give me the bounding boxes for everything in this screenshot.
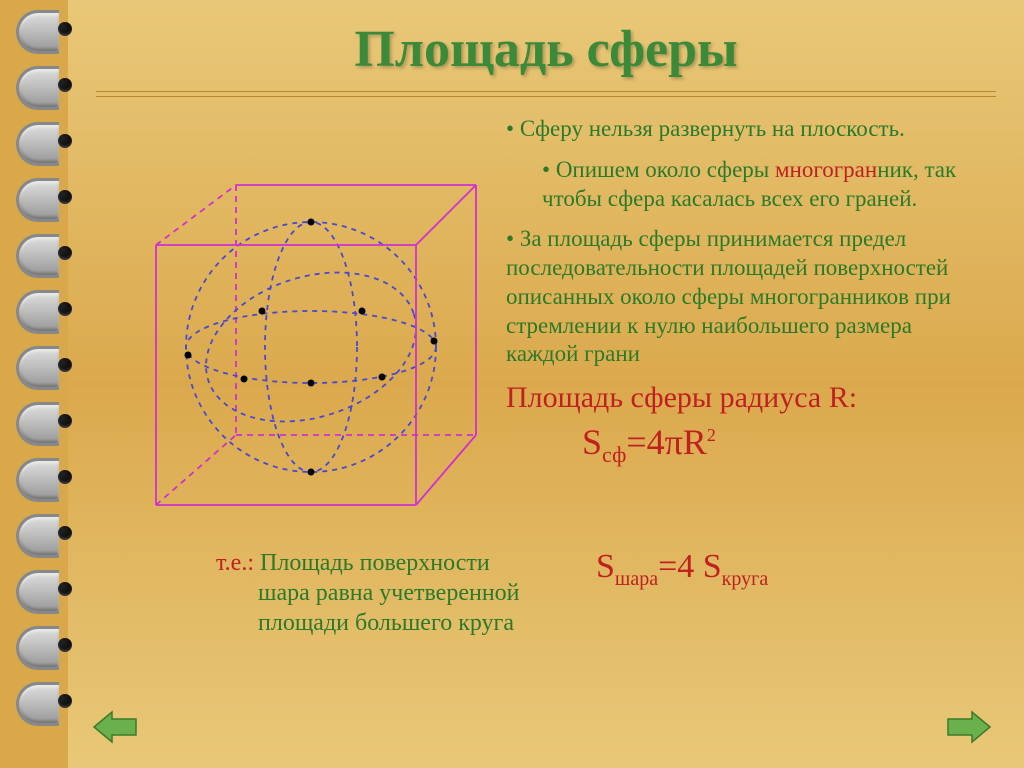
formula-sub: сф	[602, 442, 626, 467]
formula-eq: =4πR	[626, 422, 707, 462]
divider	[96, 96, 996, 97]
formula2-sub2: круга	[722, 568, 769, 590]
formula-ball-vs-circle: Sшара=4 Sкруга	[536, 548, 768, 591]
divider	[96, 91, 996, 92]
arrow-left-icon	[92, 710, 138, 744]
diagram-column	[96, 115, 496, 540]
footer-text: т.е.: Площадь поверхности шара равна уче…	[96, 548, 536, 638]
slide-page: Площадь сферы	[68, 0, 1024, 768]
next-button[interactable]	[946, 710, 992, 744]
footer-line2: шара равна учетверенной	[258, 580, 520, 606]
text-column: • Сферу нельзя развернуть на плоскость. …	[506, 115, 996, 540]
bullet-2: • Опишем около сферы многогранник, так ч…	[506, 156, 986, 214]
spiral-binding	[0, 0, 78, 768]
footer-line3: площади большего круга	[258, 610, 514, 636]
formula-sphere-area: Sсф=4πR2	[582, 421, 986, 468]
footer-te: т.е.:	[216, 550, 260, 576]
bullet-2-pre: Опишем около сферы	[556, 157, 775, 182]
formula2-sub1: шара	[615, 568, 658, 590]
content-row: • Сферу нельзя развернуть на плоскость. …	[96, 115, 996, 540]
page-title: Площадь сферы	[96, 20, 996, 79]
arrow-right-icon	[946, 710, 992, 744]
formula-sup: 2	[707, 425, 716, 445]
formula-heading: Площадь сферы радиуса R:	[506, 381, 986, 415]
footer-row: т.е.: Площадь поверхности шара равна уче…	[96, 548, 996, 638]
footer-line1: Площадь поверхности	[260, 550, 490, 576]
bullet-1: • Сферу нельзя развернуть на плоскость.	[506, 115, 986, 144]
formula2-S1: S	[596, 548, 615, 585]
sphere-in-cube-diagram	[96, 155, 496, 535]
bullet-2-red: многогран	[775, 157, 877, 182]
bullet-1-text: Сферу нельзя развернуть на плоскость.	[520, 116, 905, 141]
bullet-3: • За площадь сферы принимается предел по…	[506, 225, 986, 369]
prev-button[interactable]	[92, 710, 138, 744]
formula-S: S	[582, 422, 602, 462]
bullet-3-text: За площадь сферы принимается предел посл…	[506, 226, 951, 366]
formula2-eq: =4 S	[658, 548, 722, 585]
